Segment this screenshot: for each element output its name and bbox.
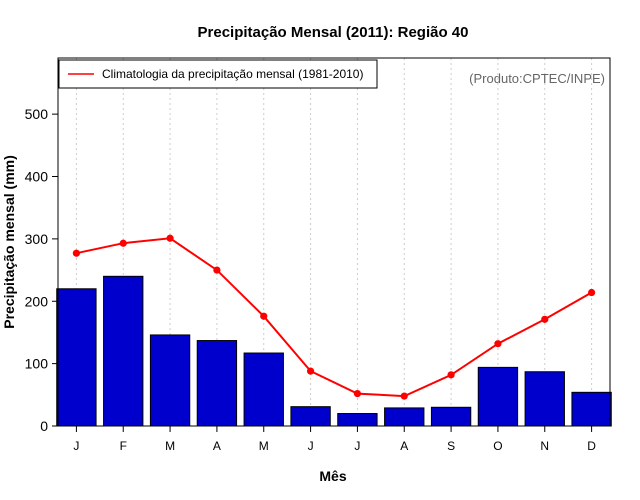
y-axis: 0 100 200 300 400 500	[25, 106, 58, 434]
x-tick-label-2: F	[120, 439, 127, 453]
bar-4	[196, 340, 238, 427]
credit-annotation: (Produto:CPTEC/INPE)	[469, 71, 605, 86]
climatology-point-1	[72, 249, 80, 257]
x-tick-label-5: M	[259, 439, 269, 453]
climatology-point-12	[588, 288, 596, 297]
bar-7	[337, 413, 378, 427]
legend-entry-climatology: Climatologia da precipitação mensal (198…	[102, 67, 363, 81]
x-tick-label-12: D	[587, 439, 596, 453]
x-tick-label-10: O	[493, 439, 502, 453]
bar-11	[524, 371, 565, 427]
bar-8	[384, 407, 425, 427]
bar-series	[56, 275, 612, 427]
y-tick-label-100: 100	[25, 356, 49, 372]
bar-10	[477, 366, 519, 427]
y-tick-label-200: 200	[25, 293, 49, 309]
climatology-point-3	[166, 234, 174, 242]
climatology-point-8	[400, 392, 408, 400]
climatology-point-2	[119, 239, 127, 247]
y-axis-title: Precipitação mensal (mm)	[1, 155, 17, 329]
x-tick-label-3: M	[165, 439, 175, 453]
y-tick-label-500: 500	[25, 106, 49, 122]
y-tick-label-300: 300	[25, 231, 49, 247]
chart-title: Precipitação Mensal (2011): Região 40	[198, 24, 469, 41]
bar-1	[56, 288, 97, 427]
y-tick-label-0: 0	[40, 418, 48, 434]
bar-5	[243, 352, 284, 427]
climatology-point-11	[541, 315, 549, 323]
climatology-point-6	[306, 367, 315, 375]
x-tick-label-1: J	[73, 439, 79, 453]
x-axis-title: Mês	[319, 468, 346, 484]
climatology-line-series	[72, 234, 596, 400]
climatology-point-7	[353, 389, 362, 398]
bar-2	[103, 275, 144, 427]
bar-12	[571, 391, 612, 427]
x-tick-label-6: J	[308, 439, 314, 453]
x-tick-label-11: N	[540, 439, 549, 453]
climatology-point-9	[447, 371, 455, 379]
plot-frame	[57, 57, 611, 427]
climatology-point-4	[213, 266, 221, 274]
bar-6	[290, 406, 331, 427]
x-tick-label-4: A	[213, 439, 221, 453]
x-tick-label-8: A	[400, 439, 408, 453]
climatology-line	[76, 237, 593, 398]
climatology-point-10	[494, 340, 502, 348]
climatology-point-5	[260, 312, 268, 320]
bar-9	[430, 406, 472, 427]
x-tick-label-9: S	[447, 439, 455, 453]
x-tick-label-7: J	[354, 439, 360, 453]
legend-box	[58, 59, 378, 89]
y-tick-label-400: 400	[25, 169, 49, 185]
legend: Climatologia da precipitação mensal (198…	[58, 59, 378, 89]
bar-3	[149, 334, 191, 427]
